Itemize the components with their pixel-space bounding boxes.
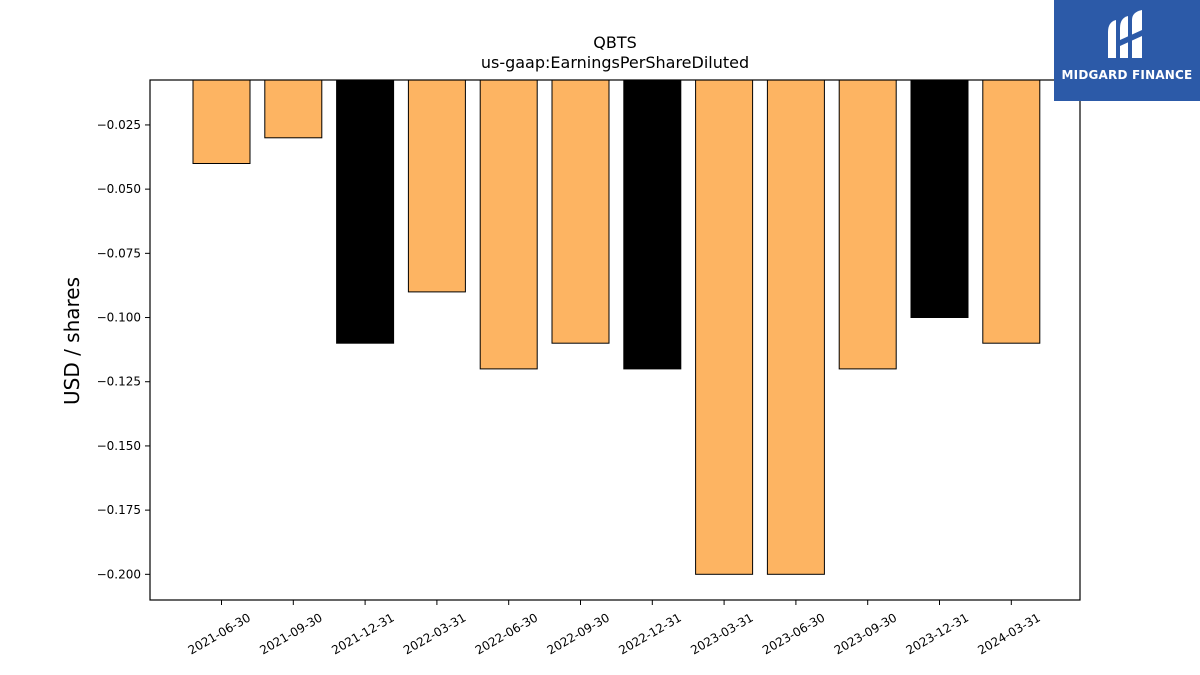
y-tick-label: −0.100 — [97, 311, 141, 325]
y-tick-label: −0.125 — [97, 375, 141, 389]
x-tick-label: 2023-09-30 — [832, 610, 899, 657]
bar-2024-03-31 — [982, 79, 1041, 344]
x-tick-label: 2023-12-31 — [904, 610, 971, 657]
x-tick-label: 2021-06-30 — [186, 610, 253, 657]
y-tick-label: −0.175 — [97, 503, 141, 517]
y-tick-label: −0.050 — [97, 182, 141, 196]
midgard-logo-icon — [1108, 10, 1142, 58]
x-tick-label: 2022-12-31 — [616, 610, 683, 657]
y-axis-ticks: −0.025 −0.050 −0.075 −0.100 −0.125 −0.150 −0.1… — [97, 118, 150, 581]
y-tick-label: −0.025 — [97, 118, 141, 132]
x-tick-label: 2022-03-31 — [401, 610, 468, 657]
chart-subtitle: us-gaap:EarningsPerShareDiluted — [481, 53, 749, 72]
x-tick-label: 2022-06-30 — [473, 610, 540, 657]
bars-group — [192, 79, 1041, 575]
bar-2021-12-31 — [336, 79, 395, 344]
bar-2022-12-31 — [623, 79, 682, 370]
bar-2022-03-31 — [407, 79, 466, 293]
x-tick-label: 2023-06-30 — [760, 610, 827, 657]
bar-2022-06-30 — [479, 79, 538, 370]
bar-2021-09-30 — [264, 79, 323, 139]
bar-2023-09-30 — [838, 79, 897, 370]
x-axis-ticks: 2021-06-30 2021-09-30 2021-12-31 2022-03-31… — [186, 600, 1043, 657]
bar-2023-03-31 — [695, 79, 754, 575]
chart-title: QBTS — [593, 33, 637, 52]
plot-frame — [149, 79, 1081, 601]
bar-2023-12-31 — [910, 79, 969, 318]
brand-name: MIDGARD FINANCE — [1061, 68, 1193, 82]
y-axis-label: USD / shares — [60, 277, 84, 405]
x-tick-label: 2021-12-31 — [329, 610, 396, 657]
bar-2022-09-30 — [551, 79, 610, 344]
y-tick-label: −0.150 — [97, 439, 141, 453]
brand-logo: MIDGARD FINANCE — [1054, 0, 1200, 101]
x-tick-label: 2023-03-31 — [688, 610, 755, 657]
y-tick-label: −0.075 — [97, 246, 141, 260]
y-tick-label: −0.200 — [97, 567, 141, 581]
bar-2021-06-30 — [192, 79, 251, 164]
x-tick-label: 2024-03-31 — [975, 610, 1042, 657]
bar-2023-06-30 — [766, 79, 825, 575]
x-tick-label: 2022-09-30 — [545, 610, 612, 657]
x-tick-label: 2021-09-30 — [257, 610, 324, 657]
